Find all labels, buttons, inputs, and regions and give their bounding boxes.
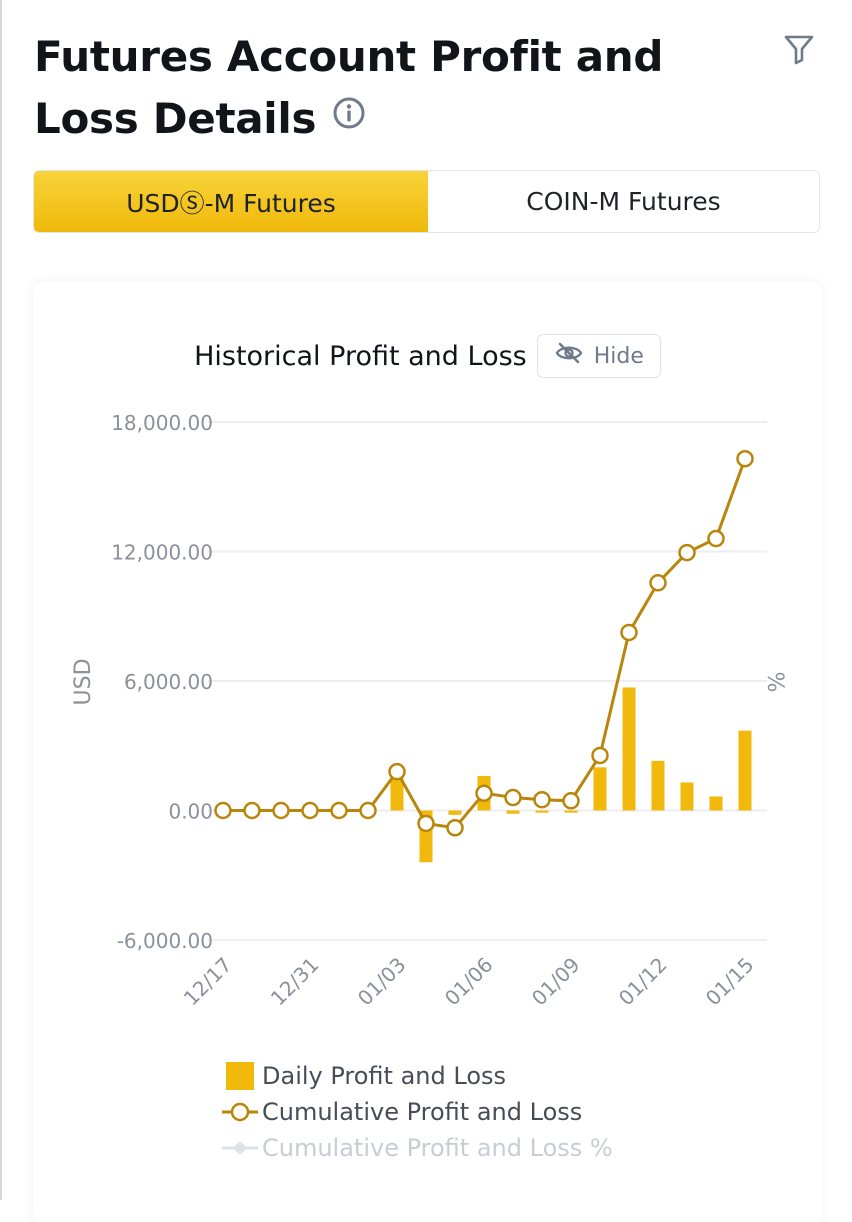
legend-cumulative-pnl[interactable]: Cumulative Profit and Loss — [218, 1094, 613, 1130]
legend-percent-swatch — [218, 1133, 262, 1163]
cumulative-pnl-point[interactable] — [446, 819, 464, 837]
cumulative-pnl-point[interactable] — [301, 801, 319, 820]
filter-icon[interactable] — [782, 32, 816, 70]
cumulative-pnl-point[interactable] — [330, 801, 348, 820]
legend-line-swatch — [218, 1097, 262, 1127]
eye-slash-icon — [554, 341, 584, 371]
legend-cumulative-pnl-percent-label: Cumulative Profit and Loss % — [262, 1134, 613, 1162]
info-icon[interactable] — [332, 85, 366, 147]
daily-pnl-bars — [390, 687, 752, 863]
y-tick-label: 6,000.00 — [124, 670, 213, 694]
y-axis-ticks: 18,000.00 12,000.00 6,000.00 0.00 -6,000.00 — [111, 411, 213, 953]
cumulative-pnl-point[interactable] — [678, 543, 696, 562]
cumulative-pnl-line — [214, 449, 754, 837]
daily-pnl-bar[interactable] — [390, 771, 404, 811]
daily-pnl-bar[interactable] — [535, 810, 549, 813]
grid-lines — [208, 421, 767, 941]
daily-pnl-bar[interactable] — [448, 810, 462, 815]
x-tick-label: 01/03 — [353, 953, 411, 1011]
y-tick-label: 18,000.00 — [111, 411, 213, 435]
cumulative-pnl-point[interactable] — [533, 790, 551, 809]
cumulative-pnl-point[interactable] — [417, 814, 435, 833]
futures-type-tabs: USDⓈ-M Futures COIN-M Futures — [33, 170, 820, 233]
cumulative-pnl-path — [223, 458, 747, 830]
legend-bar-swatch — [218, 1061, 262, 1091]
legend-daily-pnl[interactable]: Daily Profit and Loss — [218, 1058, 613, 1094]
cumulative-pnl-point[interactable] — [736, 449, 754, 468]
daily-pnl-bar[interactable] — [651, 760, 665, 811]
cumulative-pnl-point[interactable] — [649, 574, 667, 592]
cumulative-pnl-point[interactable] — [475, 784, 493, 802]
chart-legend: Daily Profit and Loss Cumulative Profit … — [218, 1058, 613, 1166]
cumulative-pnl-point[interactable] — [707, 529, 725, 548]
cumulative-pnl-point[interactable] — [272, 801, 290, 820]
daily-pnl-bar[interactable] — [593, 767, 607, 811]
y-tick-label: 0.00 — [168, 800, 213, 824]
cumulative-pnl-point[interactable] — [243, 801, 261, 820]
page-title-text: Futures Account Profit and Loss Details — [34, 32, 664, 143]
page-title: Futures Account Profit and Loss Details — [34, 26, 774, 150]
y-tick-label: -6,000.00 — [117, 929, 213, 953]
legend-cumulative-pnl-percent[interactable]: Cumulative Profit and Loss % — [218, 1130, 613, 1166]
x-tick-label: 01/06 — [440, 953, 498, 1011]
x-tick-label: 01/12 — [614, 953, 672, 1011]
pnl-chart-card: Historical Profit and Loss Hide 18,000.0… — [33, 282, 822, 1222]
page-header: Futures Account Profit and Loss Details — [34, 26, 774, 150]
daily-pnl-bar[interactable] — [680, 782, 694, 811]
daily-pnl-bar[interactable] — [738, 730, 752, 811]
left-edge-rule — [0, 0, 2, 1200]
daily-pnl-bar[interactable] — [622, 687, 636, 811]
daily-pnl-bar[interactable] — [564, 810, 578, 813]
daily-pnl-bar[interactable] — [506, 810, 520, 814]
tab-usds-m-futures[interactable]: USDⓈ-M Futures — [34, 171, 428, 232]
x-axis-ticks: 12/17 12/31 01/03 01/06 01/09 01/12 01/15 — [179, 953, 759, 1011]
chart-title: Historical Profit and Loss — [194, 340, 527, 372]
hide-button-label: Hide — [593, 343, 644, 369]
y-tick-label: 12,000.00 — [111, 541, 213, 565]
cumulative-pnl-point[interactable] — [562, 792, 580, 810]
x-tick-label: 01/09 — [527, 953, 585, 1011]
pnl-chart: 18,000.0012,000.006,000.000.00-6,000.00 … — [71, 411, 787, 1011]
legend-daily-pnl-label: Daily Profit and Loss — [262, 1062, 507, 1090]
tab-coin-m-futures[interactable]: COIN-M Futures — [428, 171, 819, 232]
cumulative-pnl-point[interactable] — [504, 788, 522, 807]
x-tick-label: 12/31 — [266, 953, 324, 1011]
legend-cumulative-pnl-label: Cumulative Profit and Loss — [262, 1098, 583, 1126]
cumulative-pnl-point[interactable] — [591, 746, 609, 765]
cumulative-pnl-point[interactable] — [359, 801, 377, 820]
cumulative-pnl-point[interactable] — [214, 801, 232, 820]
daily-pnl-bar[interactable] — [709, 796, 723, 811]
cumulative-pnl-point[interactable] — [620, 623, 638, 642]
y2-axis-label: % — [762, 672, 787, 693]
x-tick-label: 01/15 — [701, 953, 759, 1011]
x-tick-label: 12/17 — [179, 953, 237, 1011]
y-axis-label: USD — [71, 658, 96, 705]
chart-header: Historical Profit and Loss Hide — [33, 332, 822, 380]
cumulative-pnl-point[interactable] — [388, 762, 406, 781]
hide-button[interactable]: Hide — [536, 334, 661, 378]
